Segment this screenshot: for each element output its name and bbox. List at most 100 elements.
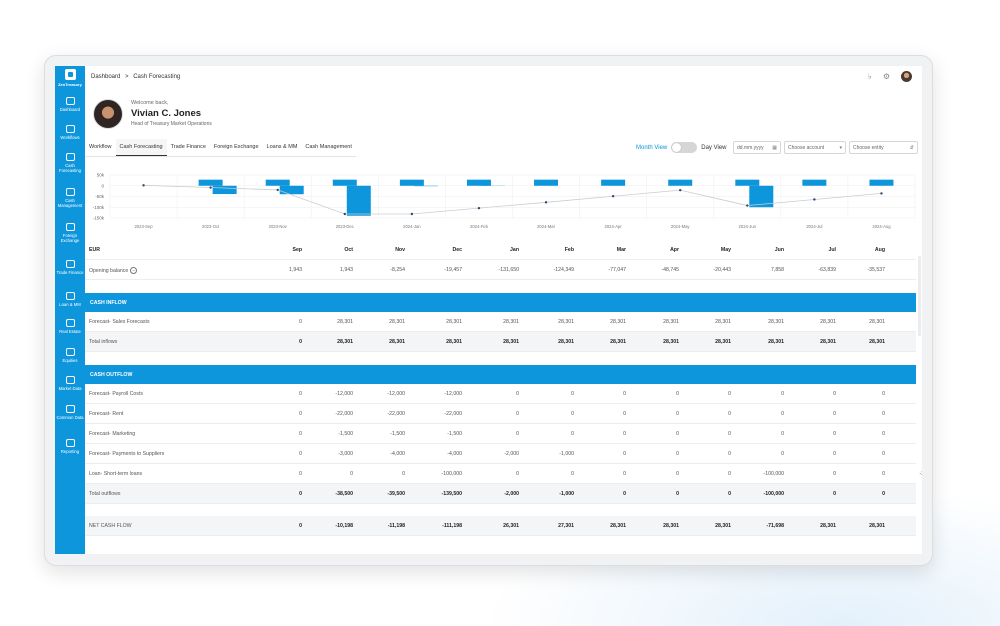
table-cell: -38,500	[335, 491, 353, 497]
sidebar-item[interactable]: Cash Forecasting	[55, 153, 85, 173]
chevron-updown-icon: ⇵	[909, 145, 914, 151]
table-cell: 0	[299, 523, 302, 529]
sidebar-item[interactable]: Foreign Exchange	[55, 223, 85, 243]
tab[interactable]: Trade Finance	[170, 144, 206, 150]
tab[interactable]: Foreign Exchange	[213, 144, 259, 150]
breadcrumb-separator: >	[125, 74, 129, 80]
table-cell: 0	[833, 491, 836, 497]
sidebar-item[interactable]: Cash Management	[55, 188, 85, 208]
market-icon	[65, 376, 75, 384]
inflow-bar	[399, 179, 424, 186]
table-row: Total outflows 0 -38,500 -39,500 -139,500 -2,…	[85, 484, 916, 504]
table-cell: -11,198	[387, 523, 405, 529]
x-tick-label: 2024-Jul	[806, 224, 822, 229]
table-cell: 0	[299, 471, 302, 477]
column-header: Oct	[344, 247, 353, 253]
column-header: Aug	[874, 247, 885, 253]
sidebar-item-label: Dashboard	[59, 107, 81, 112]
tab[interactable]: Loans & MM	[266, 144, 298, 150]
tab[interactable]: Cash Forecasting	[115, 139, 167, 156]
balance-point	[813, 198, 816, 201]
sidebar-item[interactable]: Reporting	[55, 439, 85, 454]
tab[interactable]: Workflow	[89, 144, 112, 150]
dashboard-icon	[65, 97, 75, 105]
balance-point	[209, 186, 212, 189]
table-cell: 28,301	[768, 339, 784, 345]
table-cell: 0	[623, 431, 626, 437]
table-cell: -20,443	[713, 267, 731, 273]
table-row: Forecast- Payroll Costs 0 -12,000 -12,000 -1…	[85, 384, 916, 404]
table-cell: 0	[676, 451, 679, 457]
table-cell: 28,301	[820, 319, 836, 325]
bell-icon[interactable]: ♭	[868, 72, 872, 81]
document-icon	[65, 260, 75, 268]
sidebar-item[interactable]: Workflows	[55, 125, 85, 140]
account-select[interactable]: Choose account ▾	[784, 141, 846, 154]
table-cell: 0	[882, 431, 885, 437]
sidebar-item[interactable]: Dashboard	[55, 97, 85, 112]
report-icon	[65, 439, 75, 447]
row-label-text: Total outflows	[89, 491, 121, 497]
tab[interactable]: Cash Management	[305, 144, 352, 150]
table-cell: 28,301	[663, 523, 679, 529]
date-input[interactable]: dd.mm.yyyy ▦	[733, 141, 781, 154]
table-cell: 28,301	[869, 339, 885, 345]
sidebar-item[interactable]: Equities	[55, 348, 85, 363]
x-tick-label: 2024-Feb	[470, 224, 489, 229]
y-tick-label: 0	[101, 183, 104, 188]
table-cell: 0	[781, 391, 784, 397]
table-cell: 0	[299, 319, 302, 325]
exchange-icon	[65, 223, 75, 231]
column-header: Dec	[452, 247, 462, 253]
loan-icon	[65, 292, 75, 300]
workflow-icon	[65, 125, 75, 133]
table-cell: 0	[623, 451, 626, 457]
sidebar-item-label: Workflows	[60, 135, 80, 140]
sidebar-item[interactable]: Real Estate	[55, 319, 85, 334]
sidebar-item[interactable]: Market Data	[55, 376, 85, 391]
breadcrumb-dashboard[interactable]: Dashboard	[91, 74, 121, 80]
x-tick-label: 2023-Sep	[134, 224, 153, 229]
module-tabs: Workflow Cash Forecasting Trade Finance For…	[85, 139, 356, 157]
user-avatar-small[interactable]	[901, 71, 912, 82]
row-label-text: Loan- Short-term loans	[89, 471, 143, 477]
table-cell: 0	[299, 491, 302, 497]
table-cell: 0	[781, 411, 784, 417]
balance-point	[880, 192, 883, 195]
gear-icon[interactable]: ⚙	[882, 72, 890, 81]
scrollbar[interactable]	[918, 256, 921, 336]
table-row: Forecast- Rent 0 -22,000 -22,000 -22,000 0 0 0 0…	[85, 404, 916, 424]
sidebar-item[interactable]: Loan & MM	[55, 292, 85, 307]
row-label: Forecast- Rent	[89, 411, 123, 417]
table-cell: 28,301	[389, 339, 405, 345]
table-cell: -1,000	[559, 491, 574, 497]
table-cell: 28,301	[446, 339, 462, 345]
entity-select[interactable]: Choose entity ⇵	[849, 141, 918, 154]
section-header: CASH INFLOW	[85, 293, 916, 312]
table-row: NET CASH FLOW 0 -10,198 -11,198 -111,198 26,3…	[85, 516, 916, 536]
x-tick-label: 2024-Apr	[605, 224, 623, 229]
column-header: Nov	[395, 247, 405, 253]
table-cell: 0	[516, 431, 519, 437]
table-cell: 28,301	[610, 339, 626, 345]
view-switch[interactable]	[671, 142, 698, 153]
sidebar-item[interactable]: Trade Finance	[55, 260, 85, 275]
avatar	[93, 99, 123, 129]
column-header: Jan	[510, 247, 519, 253]
row-label: NET CASH FLOW	[89, 523, 132, 529]
column-header: Apr	[670, 247, 679, 253]
month-view-label[interactable]: Month View	[636, 144, 668, 151]
brand-logo[interactable]: ZenTreasury	[55, 66, 85, 90]
table-cell: 28,301	[337, 339, 353, 345]
table-cell: 0	[571, 391, 574, 397]
table-cell: 0	[833, 391, 836, 397]
day-view-label[interactable]: Day View	[701, 144, 727, 151]
calendar-icon[interactable]: ▦	[772, 145, 777, 151]
balance-point	[142, 184, 145, 187]
collapse-icon[interactable]: –	[130, 267, 138, 274]
table-cell: 0	[299, 431, 302, 437]
table-cell: 0	[882, 491, 885, 497]
sidebar-item[interactable]: Common Data	[55, 405, 85, 420]
table-cell: 28,301	[446, 319, 462, 325]
sidebar-item-label: Reporting	[60, 449, 80, 454]
